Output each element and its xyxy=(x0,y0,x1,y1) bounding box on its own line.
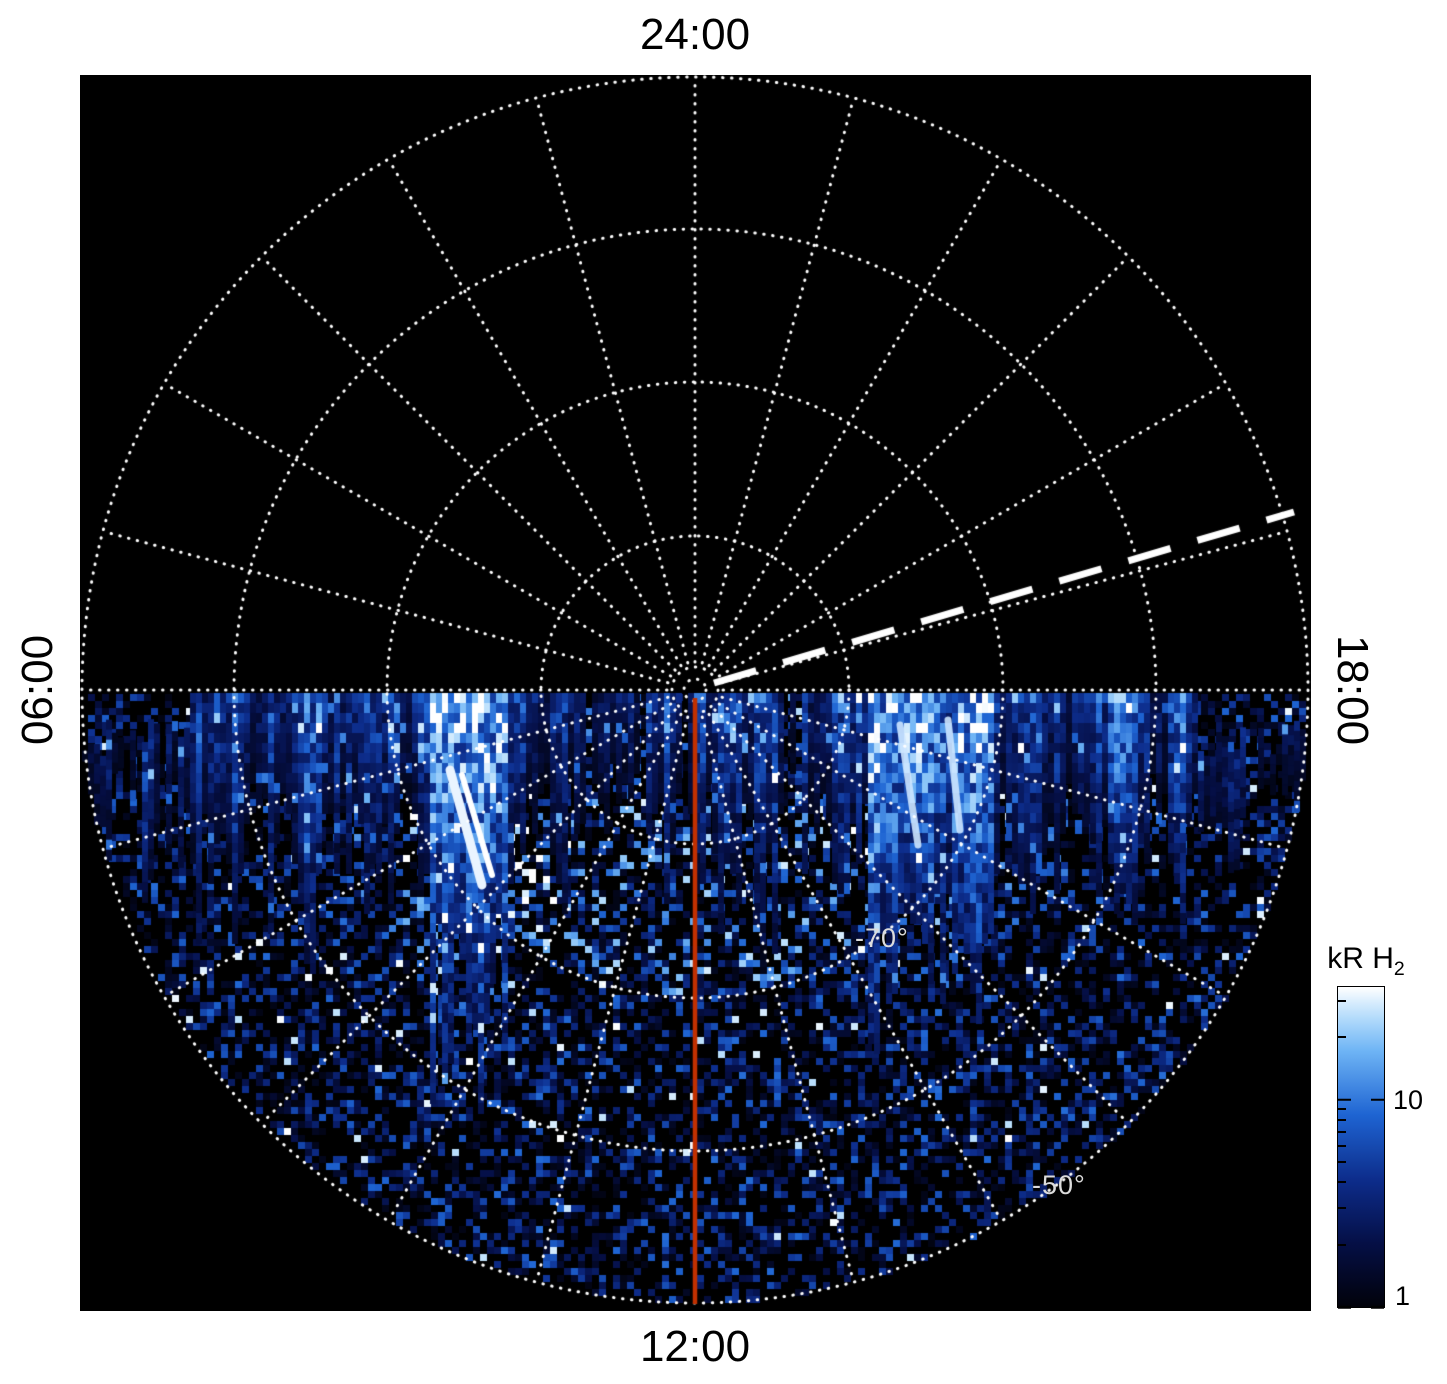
colorbar-title: kR H2 xyxy=(1327,942,1405,981)
time-label-1200: 12:00 xyxy=(639,1322,751,1371)
colorbar-tick-mark xyxy=(1371,1098,1384,1101)
latitude-label-50: -50° xyxy=(1032,1170,1086,1200)
time-label-2400: 24:00 xyxy=(639,10,751,59)
polar-plot-area: -70° -50° xyxy=(80,75,1311,1311)
colorbar-tick-mark xyxy=(1338,1130,1346,1133)
colorbar-tick-mark xyxy=(1338,1181,1346,1184)
time-label-0600: 06:00 xyxy=(13,634,62,746)
colorbar-tick-mark xyxy=(1338,1036,1346,1039)
colorbar-tick-label-10: 10 xyxy=(1393,1085,1424,1115)
colorbar-tick-mark xyxy=(1338,1207,1346,1210)
colorbar-tick-label-1: 1 xyxy=(1395,1281,1411,1311)
colorbar-title-subscript: 2 xyxy=(1393,958,1405,980)
latitude-label-70: -70° xyxy=(855,923,909,953)
colorbar xyxy=(1337,986,1385,1309)
time-label-1800: 18:00 xyxy=(1328,634,1377,746)
colorbar-tick-mark xyxy=(1338,1305,1351,1309)
colorbar-tick-mark xyxy=(1338,1144,1346,1147)
colorbar-tick-mark xyxy=(1338,1098,1351,1101)
colorbar-title-text: kR H xyxy=(1327,942,1394,975)
colorbar-tick-mark xyxy=(1338,1243,1346,1246)
colorbar-tick-mark xyxy=(1338,999,1346,1002)
colorbar-tick-mark xyxy=(1338,1108,1346,1111)
colorbar-tick-mark xyxy=(1338,1118,1346,1121)
emission-heatmap-canvas xyxy=(80,75,1311,1311)
colorbar-tick-mark xyxy=(1338,1161,1346,1164)
colorbar-tick-mark xyxy=(1371,1305,1384,1309)
